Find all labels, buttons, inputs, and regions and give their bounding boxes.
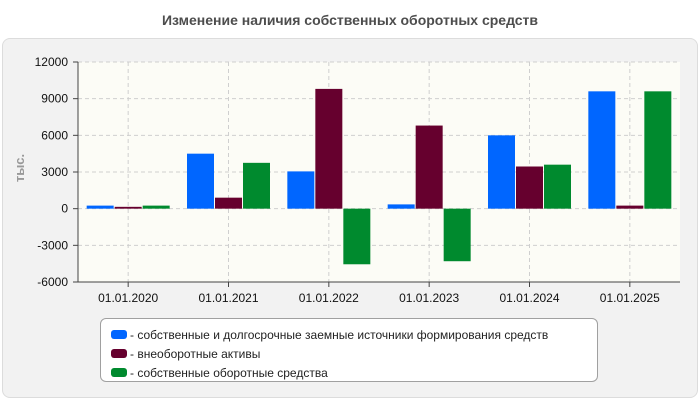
bar [187,153,214,209]
bar [387,204,415,209]
legend-item: - собственные и долгосрочные заемные ист… [101,325,597,344]
legend-swatch [111,368,127,377]
y-tick-label: 0 [61,202,68,216]
bar [588,91,616,209]
bar [114,206,142,209]
legend: - собственные и долгосрочные заемные ист… [100,318,598,382]
bar [315,88,343,209]
legend-item: - внеоборотные активы [101,344,597,363]
x-tick-labels: 01.01.2020 01.01.2021 01.01.2022 01.01.2023… [98,291,660,305]
bar [488,135,515,209]
x-tick-label: 01.01.2022 [299,291,359,305]
bar [415,125,443,209]
y-tick-label: 3000 [41,165,68,179]
chart-title: Изменение наличия собственных оборотных … [161,12,539,28]
legend-label: - [130,327,138,342]
bar [343,208,371,265]
legend-label-text: собственные и долгосрочные заемные источ… [137,327,549,342]
bar [516,166,543,209]
legend-label: - [130,365,138,380]
x-tick-label: 01.01.2024 [499,291,559,305]
x-tick-label: 01.01.2020 [98,291,158,305]
y-tick-label: 9000 [41,92,68,106]
x-tick-label: 01.01.2025 [600,291,660,305]
bar [215,197,242,209]
bar [243,162,270,209]
bar [443,208,471,262]
x-tick-label: 01.01.2021 [198,291,258,305]
y-tick-labels: 12000 9000 6000 3000 0 -3000 -6000 [35,55,69,289]
y-tick-label: 12000 [35,55,69,69]
bar [142,205,170,209]
y-tick-label: -3000 [37,238,68,252]
legend-label-text: собственные оборотные средства [137,365,328,380]
legend-label-text: внеоборотные активы [137,346,261,361]
legend-label: - [130,346,138,361]
y-tick-label: 6000 [41,128,68,142]
y-tick-label: -6000 [37,275,68,289]
axes [73,61,680,287]
bar [644,91,672,209]
x-tick-label: 01.01.2023 [399,291,459,305]
legend-swatch [111,330,127,339]
bar [287,171,315,209]
bar [616,205,644,209]
bar [544,164,571,209]
y-axis-label: тыс. [12,154,27,182]
bar [86,205,114,209]
bars [86,88,672,265]
legend-item: - собственные оборотные средства [101,363,597,382]
legend-swatch [111,349,127,358]
